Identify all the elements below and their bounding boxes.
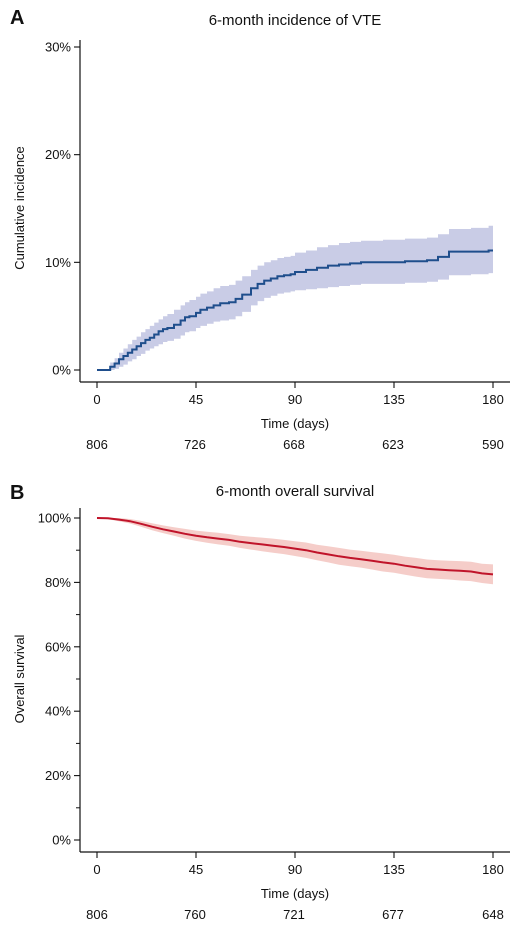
panel-a-curve [97, 249, 493, 371]
panel-a-at-risk-count: 590 [482, 437, 504, 452]
panel-a-title: 6-month incidence of VTE [209, 12, 382, 29]
panel-a-at-risk-count: 623 [382, 437, 404, 452]
panel-a-x-tick-label: 0 [93, 392, 100, 407]
panel-b: B 6-month overall survival Overall survi… [10, 482, 510, 922]
panel-b-title: 6-month overall survival [216, 483, 374, 500]
panel-a-y-tick-label: 30% [45, 40, 71, 55]
panel-b-x-tick-label: 180 [482, 862, 504, 877]
panel-b-at-risk-count: 760 [184, 907, 206, 922]
panel-b-at-risk-count: 648 [482, 907, 504, 922]
panel-a-at-risk-count: 726 [184, 437, 206, 452]
panel-b-at-risk-count: 806 [86, 907, 108, 922]
panel-b-curve [96, 517, 494, 576]
panel-a: A 6-month incidence of VTE Cumulative in… [10, 7, 510, 452]
panel-b-at-risk-count: 721 [283, 907, 305, 922]
panel-b-x-tick-label: 135 [383, 862, 405, 877]
panel-b-x-tick-label: 90 [288, 862, 302, 877]
panel-b-x-tick-label: 45 [189, 862, 203, 877]
panel-b-y-tick-label: 0% [52, 833, 71, 848]
panel-a-x-tick-label: 45 [189, 392, 203, 407]
panel-a-x-tick-label: 180 [482, 392, 504, 407]
panel-b-xlabel: Time (days) [261, 886, 329, 901]
panel-b-ci-band [97, 518, 493, 585]
panel-b-y-tick-label: 60% [45, 639, 71, 654]
panel-b-y-tick-label: 100% [38, 511, 72, 526]
panel-b-y-tick-label: 20% [45, 768, 71, 783]
panel-a-at-risk-count: 668 [283, 437, 305, 452]
panel-letter-a: A [10, 7, 24, 29]
panel-a-y-tick-label: 20% [45, 147, 71, 162]
panel-b-ylabel: Overall survival [12, 634, 27, 723]
panel-letter-b: B [10, 482, 24, 504]
panel-a-y-tick-label: 10% [45, 255, 71, 270]
panel-b-at-risk-count: 677 [382, 907, 404, 922]
panel-a-at-risk-count: 806 [86, 437, 108, 452]
panel-a-ci-band [97, 225, 493, 370]
panel-a-x-tick-label: 135 [383, 392, 405, 407]
panel-b-y-tick-label: 80% [45, 575, 71, 590]
panel-a-xlabel: Time (days) [261, 416, 329, 431]
panel-a-y-tick-label: 0% [52, 363, 71, 378]
panel-a-x-tick-label: 90 [288, 392, 302, 407]
panel-b-y-tick-label: 40% [45, 704, 71, 719]
panel-b-x-tick-label: 0 [93, 862, 100, 877]
panel-a-ylabel: Cumulative incidence [12, 146, 27, 270]
